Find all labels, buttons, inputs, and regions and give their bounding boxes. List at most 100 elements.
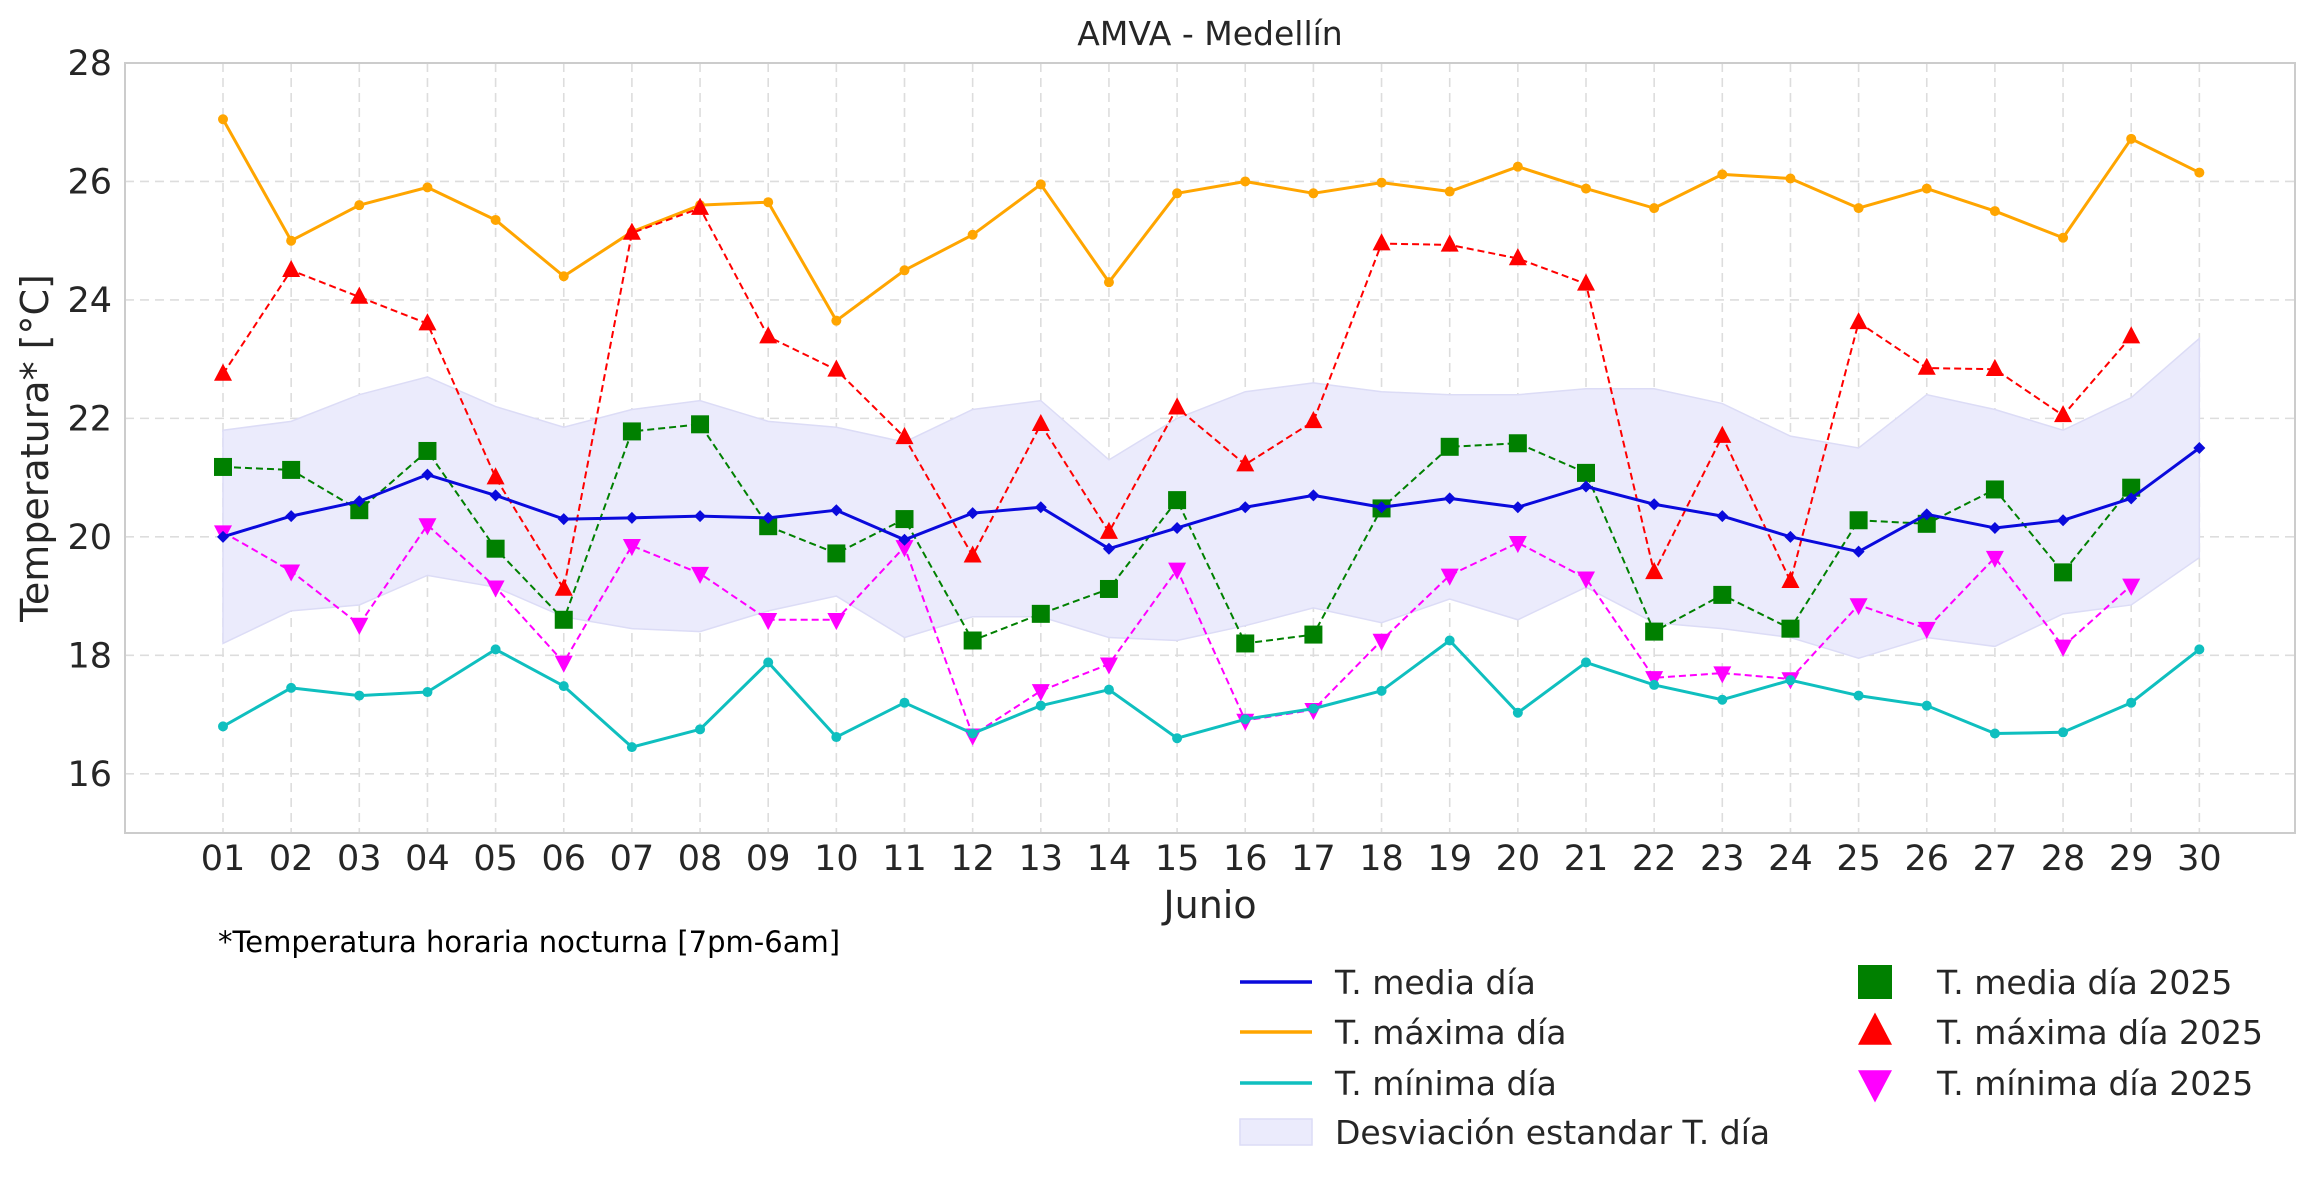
x-tick-label: 07 [610,839,655,879]
data-point [1989,206,2000,217]
data-point [1649,679,1660,690]
data-point [2058,727,2069,738]
y-tick-labels: 16 18 20 22 24 26 28 [67,44,112,795]
data-point [622,422,641,441]
data-point [827,544,846,563]
data-point [354,690,365,701]
x-tick-label: 20 [1496,839,1541,879]
x-tick-label: 30 [2177,839,2222,879]
x-tick-label: 05 [473,839,518,879]
data-point [622,222,641,240]
data-point [1985,358,2004,376]
data-point [1240,176,1251,187]
data-point [898,533,911,546]
data-point [286,682,297,693]
legend-label: T. máxima día [1334,1013,1566,1052]
data-point [2057,514,2070,527]
data-point [350,501,369,520]
legend-label: T. mínima día [1334,1064,1557,1103]
series-t-media-d-a-2025 [214,415,2141,653]
data-point [282,564,301,582]
legend-label: T. mínima día 2025 [1936,1064,2253,1103]
data-point [1581,657,1591,668]
x-tick-label: 02 [269,839,314,879]
y-tick-label: 28 [67,44,112,84]
y-tick-label: 20 [67,518,112,558]
data-point [2125,492,2138,505]
data-point [1102,542,1115,555]
data-point [421,468,434,481]
data-point [1440,437,1459,456]
data-point [1645,671,1664,689]
data-point [694,510,707,523]
data-point [1989,728,2000,739]
plot-frame [124,62,2296,834]
data-point [1985,550,2004,568]
data-point [1444,635,1455,646]
data-point [1034,501,1047,514]
legend-swatch [1858,1070,1892,1103]
x-tick-label: 19 [1427,839,1472,879]
series-line [221,118,2201,323]
x-tick-label: 12 [950,839,995,879]
data-point [2054,405,2073,423]
data-point [218,721,228,732]
series-line [222,446,2201,554]
data-point [1577,273,1595,291]
data-point [2122,578,2141,596]
data-point [1917,357,1936,375]
legend-swatch [1858,1012,1892,1045]
data-point [1781,619,1800,638]
data-point [1713,666,1732,684]
data-point [490,214,501,225]
y-axis-label: Temperatura* [°C] [13,274,57,623]
data-point [218,114,228,125]
data-point [763,197,774,208]
data-point [2122,326,2141,344]
data-point [2194,644,2205,655]
data-point [1031,604,1050,623]
data-point [1853,690,1864,701]
data-point [1580,480,1592,493]
data-point [759,517,778,536]
data-point [895,540,914,558]
data-point [827,613,846,631]
data-point [1785,675,1796,686]
data-point [1853,203,1864,214]
data-point [1577,463,1595,482]
data-point [1717,169,1728,180]
data-point [1440,568,1459,586]
legend: T. media día T. máxima día T. mínima día De… [1239,963,2263,1152]
data-point [625,511,638,524]
data-point [695,724,706,735]
series-t-m-nima-d-a [218,635,2205,753]
legend-item: T. máxima día 2025 [1858,1012,2263,1052]
data-point [763,657,774,668]
data-point [1852,545,1865,558]
x-tick-label: 23 [1700,839,1745,879]
data-point [1717,694,1728,705]
data-point [1648,498,1661,511]
data-point [963,631,982,650]
x-tick-labels: 01 02 03 04 05 06 07 08 09 10 11 12 13 14 15 16 17 18 19 20… [201,839,2222,879]
data-point [1849,598,1868,616]
x-tick-label: 14 [1087,839,1132,879]
x-tick-label: 25 [1836,839,1881,879]
data-point [1099,521,1118,539]
data-point [1920,508,1933,521]
data-point [214,363,232,381]
data-point [418,313,437,331]
data-point [1508,536,1527,554]
x-tick-label: 17 [1291,839,1336,879]
data-point [486,539,505,558]
data-point [1031,684,1050,702]
series-t-media-d-a [217,442,2206,558]
data-point [1099,657,1118,675]
data-point [558,271,569,282]
data-point [2126,133,2137,144]
data-point [622,538,641,557]
data-point [2194,167,2205,178]
data-point [418,441,437,460]
data-point [554,578,573,596]
data-point [1440,234,1459,252]
